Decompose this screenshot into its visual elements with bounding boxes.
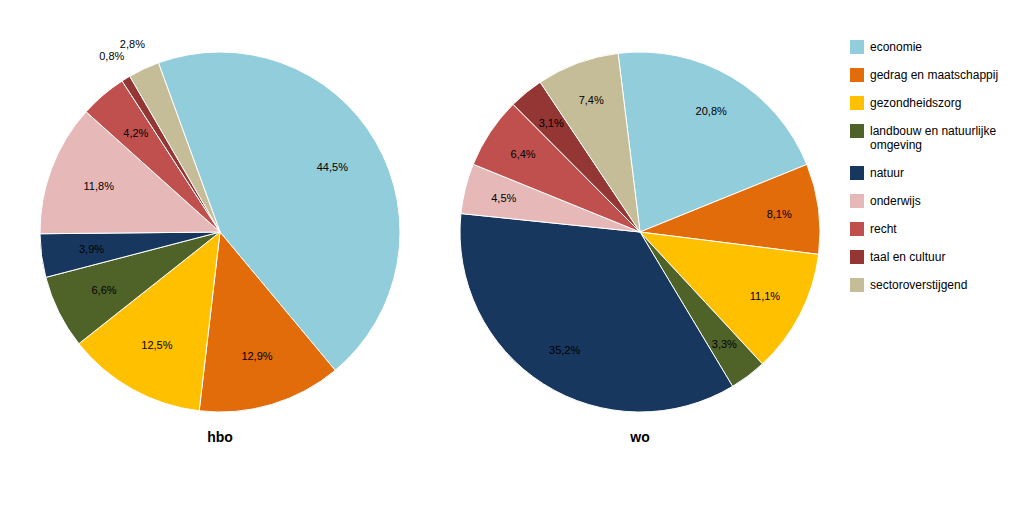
legend-item: sectoroverstijgend: [850, 278, 967, 292]
chart-canvas: economie gedrag en maatschappij gezondheid…: [0, 0, 1023, 516]
chart-title: hbo: [207, 429, 233, 445]
chart-title: wo: [629, 429, 649, 445]
data-label: 12,9%: [241, 350, 272, 362]
pie-slice: sectoroverstijgend: [540, 53, 640, 232]
legend-item: landbouw en natuurlijkeomgeving: [850, 124, 996, 152]
data-label: 6,6%: [91, 284, 116, 296]
data-label: 20,8%: [696, 105, 727, 117]
legend-label-line: taal en cultuur: [870, 250, 945, 264]
legend: economie gedrag en maatschappij gezondheid…: [850, 40, 998, 292]
legend-label: onderwijs: [870, 194, 921, 208]
legend-label: recht: [870, 222, 897, 236]
legend-swatch: [850, 166, 864, 180]
legend-swatch: [850, 124, 864, 138]
legend-item: onderwijs: [850, 194, 921, 208]
pie-slice: natuur: [40, 232, 220, 277]
legend-label-line: landbouw en natuurlijke: [870, 124, 996, 138]
data-label: 3,1%: [539, 117, 564, 129]
legend-label: gedrag en maatschappij: [870, 68, 998, 82]
legend-item: gedrag en maatschappij: [850, 68, 998, 82]
legend-label: natuur: [870, 166, 904, 180]
legend-swatch: [850, 222, 864, 236]
legend-item: economie: [850, 40, 922, 54]
data-label: 4,2%: [123, 127, 148, 139]
data-label: 4,5%: [491, 192, 516, 204]
pie-chart: economiegedrag en maatschappijgezondheid…: [460, 52, 820, 445]
data-label: 0,8%: [99, 50, 124, 62]
legend-label: sectoroverstijgend: [870, 278, 967, 292]
data-label: 3,3%: [712, 338, 737, 350]
pie-slice: sectoroverstijgend: [130, 63, 220, 232]
legend-swatch: [850, 68, 864, 82]
legend-item: recht: [850, 222, 897, 236]
data-label: 35,2%: [549, 344, 580, 356]
legend-label-line: onderwijs: [870, 194, 921, 208]
legend-item: gezondheidszorg: [850, 96, 961, 110]
legend-label: taal en cultuur: [870, 250, 945, 264]
data-label: 12,5%: [141, 339, 172, 351]
legend-swatch: [850, 40, 864, 54]
legend-label-line: omgeving: [870, 138, 922, 152]
data-label: 2,8%: [120, 38, 145, 50]
data-label: 8,1%: [767, 208, 792, 220]
legend-label-line: sectoroverstijgend: [870, 278, 967, 292]
legend-label-line: economie: [870, 40, 922, 54]
slices: economiegedrag en maatschappijgezondheid…: [40, 52, 400, 412]
legend-swatch: [850, 278, 864, 292]
legend-label-line: natuur: [870, 166, 904, 180]
data-label: 7,4%: [579, 94, 604, 106]
legend-label-line: gedrag en maatschappij: [870, 68, 998, 82]
legend-swatch: [850, 194, 864, 208]
pie-slice: natuur: [460, 214, 733, 412]
pie-slice: gedrag en maatschappij: [199, 232, 335, 412]
slices: economiegedrag en maatschappijgezondheid…: [460, 52, 820, 412]
legend-label: economie: [870, 40, 922, 54]
data-labels: 44,5% 12,9% 12,5% 6,6% 3,9% 11,8% 4,2% 0,8%2,8%: [79, 38, 348, 362]
legend-item: taal en cultuur: [850, 250, 945, 264]
data-label: 44,5%: [317, 161, 348, 173]
pie-chart: economiegedrag en maatschappijgezondheid…: [40, 38, 400, 445]
data-label: 3,9%: [79, 243, 104, 255]
legend-label-line: recht: [870, 222, 897, 236]
legend-label: landbouw en natuurlijkeomgeving: [870, 124, 996, 152]
legend-swatch: [850, 96, 864, 110]
legend-label: gezondheidszorg: [870, 96, 961, 110]
legend-item: natuur: [850, 166, 904, 180]
data-label: 11,1%: [750, 290, 781, 302]
legend-swatch: [850, 250, 864, 264]
data-label: 6,4%: [511, 148, 536, 160]
legend-label-line: gezondheidszorg: [870, 96, 961, 110]
data-labels: 20,8% 8,1% 11,1% 3,3% 35,2% 4,5% 6,4% 3,1% 7,4%: [491, 94, 792, 356]
data-label: 11,8%: [84, 180, 115, 192]
